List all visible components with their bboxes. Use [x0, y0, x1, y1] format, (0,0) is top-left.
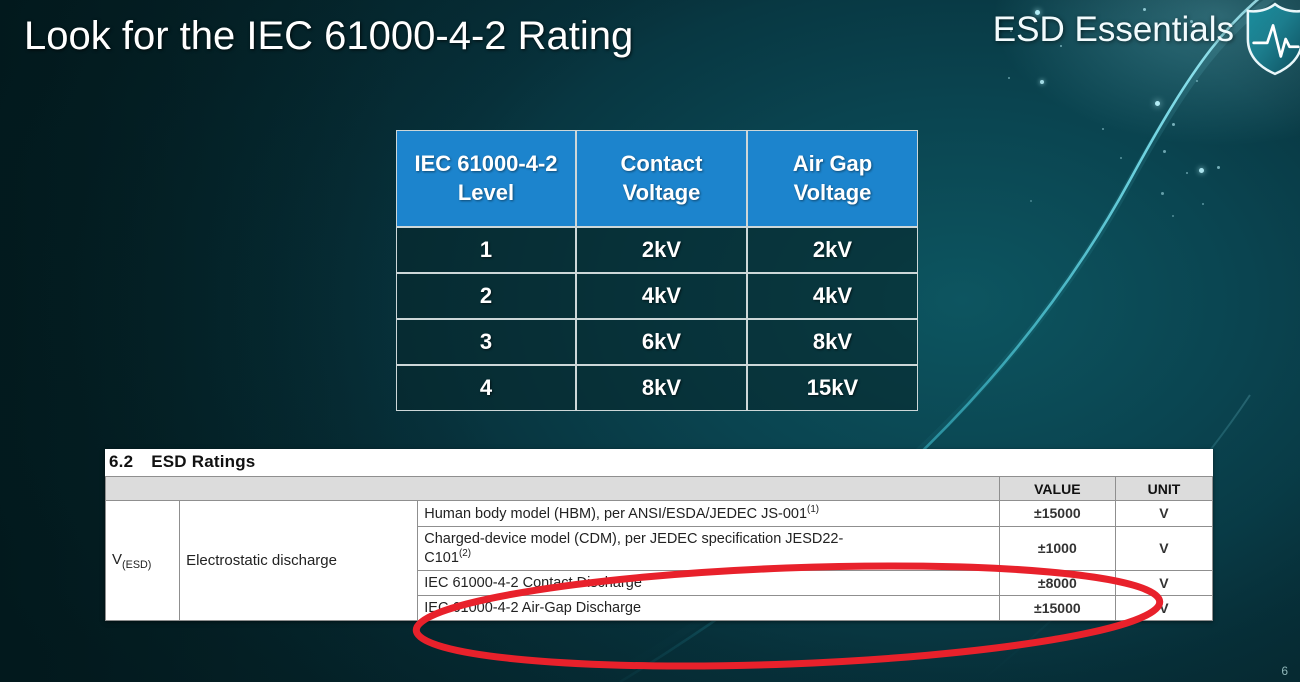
header-text-line1: Contact [620, 151, 703, 177]
cell-contact-voltage: 8kV [576, 365, 747, 411]
cell-level: 3 [396, 319, 576, 365]
symbol-subscript: (ESD) [122, 558, 152, 571]
brand-title: ESD Essentials [992, 10, 1234, 49]
sparkle-particle [1199, 168, 1204, 173]
header-text-line1: IEC 61000-4-2 [414, 151, 558, 177]
sparkle-particle [1186, 172, 1188, 174]
page-number: 6 [1281, 664, 1288, 678]
shield-pulse-icon [1246, 2, 1300, 76]
datasheet-excerpt: 6.2 ESD Ratings VALUE UNIT V(ESD) Electro… [104, 449, 1214, 622]
esd-ratings-table-body: V(ESD) Electrostatic discharge Human bod… [104, 499, 1214, 622]
table-header-row: VALUE UNIT [105, 476, 1214, 501]
cell-level: 4 [396, 365, 576, 411]
sparkle-particle [1120, 157, 1122, 159]
sparkle-particle [1040, 80, 1044, 84]
cell-air-gap-voltage: 8kV [747, 319, 918, 365]
cell-value: ±1000 [998, 525, 1116, 572]
table-row: Charged-device model (CDM), per JEDEC sp… [106, 525, 1214, 572]
datasheet-section-heading: 6.2 ESD Ratings [105, 449, 1213, 476]
cell-unit: V [1114, 525, 1214, 572]
table-row: V(ESD) Electrostatic discharge Human bod… [104, 499, 1214, 622]
column-header-blank [105, 476, 1000, 501]
header-text-line2: Voltage [793, 179, 872, 205]
iec-level-table-body: 1 2kV 2kV 2 4kV 4kV 3 6kV 8kV 4 8kV 15kV [396, 227, 918, 411]
header-text-line2: Level [457, 179, 515, 205]
cell-unit: V [1114, 500, 1214, 527]
cell-condition: IEC 61000-4-2 Air-Gap Discharge [417, 595, 1000, 622]
header-text-line2: Voltage [622, 179, 701, 205]
sparkle-particle [1008, 77, 1010, 79]
cell-unit: V [1114, 595, 1214, 622]
cell-air-gap-voltage: 2kV [747, 227, 918, 273]
sparkle-particle [1102, 128, 1104, 130]
cell-contact-voltage: 2kV [576, 227, 747, 273]
cell-condition: Human body model (HBM), per ANSI/ESDA/JE… [417, 500, 1000, 527]
column-header-contact-voltage: Contact Voltage [576, 130, 747, 227]
header-text-line1: Air Gap [792, 151, 873, 177]
sparkle-particle [1217, 166, 1220, 169]
table-row: 4 8kV 15kV [396, 365, 918, 411]
footnote-marker: (1) [807, 504, 820, 515]
cell-air-gap-voltage: 15kV [747, 365, 918, 411]
iec-level-table: IEC 61000-4-2 Level IEC 61000-4-2 Level … [396, 130, 918, 411]
cell-level: 1 [396, 227, 576, 273]
sparkle-particle [1161, 192, 1164, 195]
column-header-unit: UNIT [1114, 476, 1214, 501]
sparkle-particle [1172, 215, 1174, 217]
sparkle-particle [1172, 123, 1175, 126]
cell-level: 2 [396, 273, 576, 319]
cell-condition: IEC 61000-4-2 Contact Discharge [417, 570, 1000, 597]
condition-text-line2: C101 [424, 549, 459, 566]
cell-air-gap-voltage: 4kV [747, 273, 918, 319]
column-header-value: VALUE [998, 476, 1116, 501]
table-row: 1 2kV 2kV [396, 227, 918, 273]
cell-value: ±15000 [998, 595, 1116, 622]
cell-condition: Charged-device model (CDM), per JEDEC sp… [417, 525, 1000, 572]
cell-parameter: Electrostatic discharge [179, 499, 419, 622]
sparkle-particle [1155, 101, 1160, 106]
cell-value: ±8000 [998, 570, 1116, 597]
esd-ratings-table: VALUE UNIT V(ESD) Electrostatic discharg… [104, 476, 1214, 622]
cell-contact-voltage: 4kV [576, 273, 747, 319]
cell-value: ±15000 [998, 500, 1116, 527]
table-header-row: IEC 61000-4-2 Level IEC 61000-4-2 Level … [396, 130, 918, 227]
column-header-air-gap-voltage: Air Gap Voltage [747, 130, 918, 227]
cell-symbol: V(ESD) [104, 499, 181, 622]
column-header-level: IEC 61000-4-2 Level IEC 61000-4-2 Level [396, 130, 576, 227]
table-row: 3 6kV 8kV [396, 319, 918, 365]
section-title: ESD Ratings [151, 452, 256, 471]
symbol-base: V [112, 550, 123, 568]
cell-contact-voltage: 6kV [576, 319, 747, 365]
section-number: 6.2 [109, 452, 134, 471]
sparkle-particle [1163, 150, 1166, 153]
cell-unit: V [1114, 570, 1214, 597]
condition-text: Human body model (HBM), per ANSI/ESDA/JE… [424, 505, 808, 522]
sparkle-particle [1030, 200, 1032, 202]
sparkle-particle [1196, 80, 1198, 82]
footnote-marker: (2) [458, 548, 471, 560]
sparkle-particle [1202, 203, 1204, 205]
condition-text: Charged-device model (CDM), per JEDEC sp… [424, 530, 844, 547]
page-title: Look for the IEC 61000-4-2 Rating [24, 14, 634, 58]
table-row: 2 4kV 4kV [396, 273, 918, 319]
